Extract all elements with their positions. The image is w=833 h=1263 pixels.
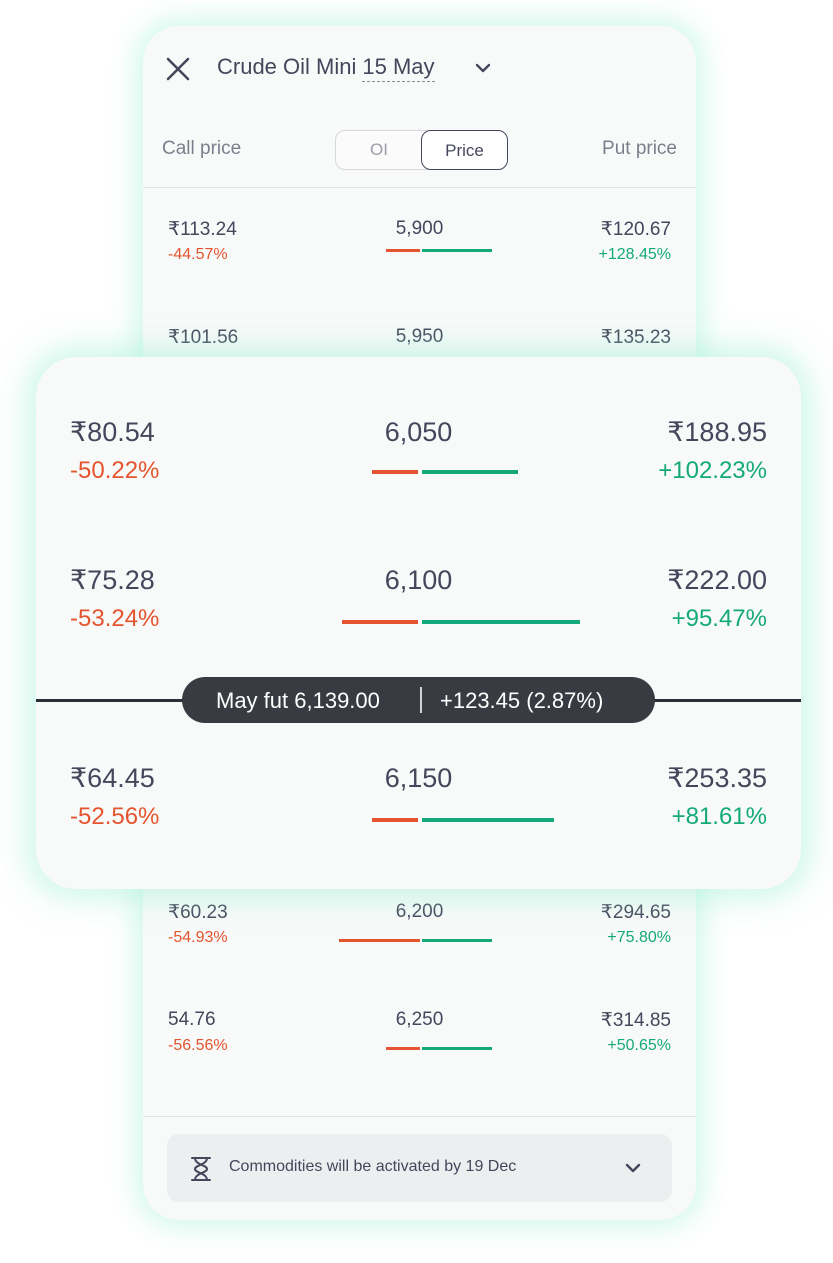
- hourglass-icon: [191, 1157, 211, 1181]
- call-oi-bar: [372, 470, 418, 474]
- futures-price-pill: May fut 6,139.00 +123.45 (2.87%): [182, 677, 655, 723]
- call-price: ₹80.54: [70, 417, 155, 447]
- put-oi-bar: [422, 818, 554, 822]
- put-change: +81.61%: [671, 803, 767, 830]
- call-oi-bar: [372, 818, 418, 822]
- put-change: +95.47%: [671, 605, 767, 632]
- instrument-name: Crude Oil Mini: [217, 54, 357, 79]
- expiry-date[interactable]: 15 May: [362, 54, 435, 82]
- banner-text: Commodities will be activated by 19 Dec: [229, 1158, 517, 1175]
- strike-price: 5,950: [395, 326, 444, 347]
- call-price: ₹113.24: [168, 219, 237, 240]
- put-change: +50.65%: [607, 1037, 671, 1054]
- table-row[interactable]: ₹64.45 -52.56% 6,150 ₹253.35 +81.61%: [36, 763, 801, 863]
- strike-price: 6,200: [395, 901, 444, 922]
- put-change: +102.23%: [658, 457, 767, 484]
- put-price: ₹135.23: [600, 327, 671, 348]
- put-price: ₹120.67: [600, 219, 671, 240]
- table-row[interactable]: ₹101.56 5,950 ₹135.23: [143, 326, 696, 396]
- put-price: ₹253.35: [667, 763, 767, 793]
- call-oi-bar: [342, 620, 418, 624]
- put-oi-bar: [422, 620, 580, 624]
- strike-price: 6,050: [384, 417, 453, 447]
- call-oi-bar: [386, 1047, 420, 1050]
- put-oi-bar: [422, 470, 518, 474]
- table-row[interactable]: ₹80.54 -50.22% 6,050 ₹188.95 +102.23%: [36, 417, 801, 517]
- chevron-down-icon[interactable]: [623, 1158, 643, 1178]
- strike-price: 6,100: [384, 565, 453, 595]
- put-oi-bar: [422, 249, 492, 252]
- strike-price: 5,900: [395, 218, 444, 239]
- call-price: ₹64.45: [70, 763, 155, 793]
- put-price: ₹222.00: [667, 565, 767, 595]
- divider: [143, 1116, 696, 1117]
- table-row[interactable]: 54.76 -56.56% 6,250 ₹314.85 +50.65%: [143, 1009, 696, 1079]
- call-change: -54.93%: [168, 929, 228, 946]
- call-change: -44.57%: [168, 246, 228, 263]
- zoomed-strikes-card: ₹80.54 -50.22% 6,050 ₹188.95 +102.23% ₹7…: [36, 357, 801, 889]
- table-row[interactable]: ₹60.23 -54.93% 6,200 ₹294.65 +75.80%: [143, 901, 696, 971]
- chevron-down-icon[interactable]: [473, 58, 493, 78]
- header: Crude Oil Mini 15 May: [143, 26, 696, 116]
- toggle-oi[interactable]: OI: [370, 140, 388, 159]
- toggle-price[interactable]: Price: [421, 130, 508, 170]
- divider: [420, 687, 422, 713]
- page-title[interactable]: Crude Oil Mini 15 May: [217, 54, 435, 82]
- put-oi-bar: [422, 1047, 492, 1050]
- close-icon[interactable]: [165, 56, 191, 82]
- put-change: +75.80%: [607, 929, 671, 946]
- call-price: 54.76: [168, 1009, 216, 1030]
- table-row[interactable]: ₹113.24 -44.57% 5,900 ₹120.67 +128.45%: [143, 218, 696, 288]
- put-price: ₹294.65: [600, 902, 671, 923]
- activation-banner[interactable]: Commodities will be activated by 19 Dec: [167, 1134, 672, 1202]
- futures-change: +123.45 (2.87%): [440, 688, 604, 713]
- call-price: ₹101.56: [168, 327, 239, 348]
- put-price: ₹188.95: [667, 417, 767, 447]
- put-price: ₹314.85: [600, 1010, 671, 1031]
- call-price-header: Call price: [162, 138, 242, 159]
- call-oi-bar: [339, 939, 420, 942]
- put-change: +128.45%: [598, 246, 671, 263]
- put-price-header: Put price: [602, 138, 677, 159]
- call-price: ₹60.23: [168, 902, 228, 923]
- futures-price: May fut 6,139.00: [216, 688, 380, 713]
- call-price: ₹75.28: [70, 565, 155, 595]
- call-oi-bar: [386, 249, 420, 252]
- divider: [143, 187, 696, 188]
- strike-price: 6,150: [384, 763, 453, 793]
- call-change: -53.24%: [70, 605, 160, 632]
- call-change: -56.56%: [168, 1037, 228, 1054]
- call-change: -52.56%: [70, 803, 160, 830]
- put-oi-bar: [422, 939, 492, 942]
- oi-price-toggle[interactable]: OI Price: [335, 130, 508, 170]
- strike-price: 6,250: [395, 1009, 444, 1030]
- table-row[interactable]: ₹75.28 -53.24% 6,100 ₹222.00 +95.47%: [36, 565, 801, 665]
- call-change: -50.22%: [70, 457, 160, 484]
